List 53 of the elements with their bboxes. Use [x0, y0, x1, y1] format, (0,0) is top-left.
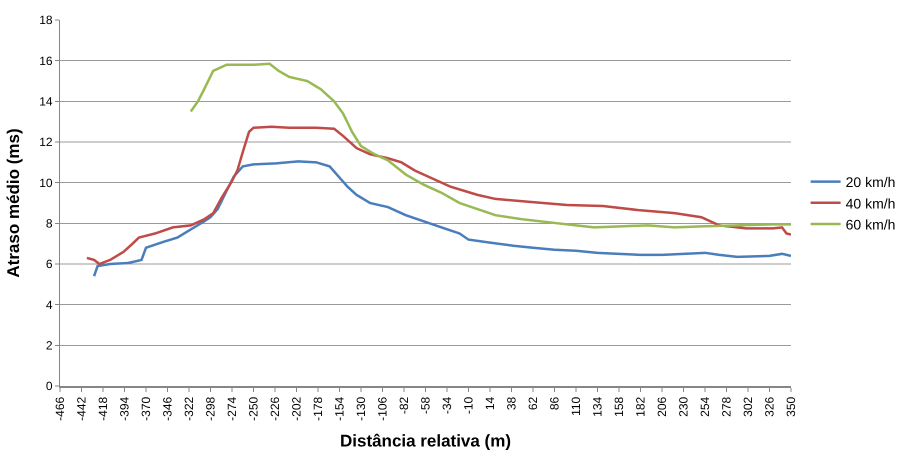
y-tick-label: 16 — [39, 54, 53, 68]
x-tick-label: -418 — [96, 396, 110, 421]
x-tick-label: -10 — [461, 396, 476, 414]
x-tick-label: 110 — [568, 396, 583, 416]
line-series — [92, 160, 791, 278]
legend-label: 40 km/h — [846, 195, 896, 212]
x-tick-label: -202 — [289, 396, 304, 421]
y-tick-label: 10 — [39, 176, 53, 190]
x-tick-label: 206 — [654, 396, 669, 417]
x-tick-label: 62 — [526, 396, 540, 410]
x-tick-label: -370 — [138, 396, 153, 421]
y-tick-label: 6 — [46, 257, 53, 272]
x-tick-label: -106 — [375, 396, 390, 421]
line-series — [190, 62, 791, 229]
x-tick-label: 158 — [612, 396, 626, 417]
x-tick-label: 14 — [482, 396, 497, 410]
x-tick-label: 350 — [784, 396, 798, 417]
x-tick-label: -178 — [310, 396, 325, 421]
x-tick-label: -226 — [268, 396, 282, 421]
x-tick-label: 182 — [633, 396, 648, 417]
y-axis-title: Atraso médio (ms) — [4, 128, 23, 278]
x-tick-label: 326 — [762, 396, 776, 417]
line-series — [86, 126, 791, 266]
x-tick-label: 254 — [698, 396, 712, 417]
x-tick-label: 230 — [676, 396, 690, 417]
x-tick-label: 86 — [547, 396, 562, 410]
y-tick-label: 14 — [39, 94, 53, 109]
y-tick-label: 18 — [39, 13, 53, 28]
x-axis-title: Distância relativa (m) — [340, 432, 512, 451]
x-tick-label: -58 — [418, 396, 432, 414]
x-tick-label: -274 — [224, 396, 239, 421]
x-tick-label: 134 — [590, 396, 604, 417]
legend-label: 60 km/h — [846, 216, 896, 232]
y-tick-label: 2 — [46, 338, 53, 353]
x-tick-label: -466 — [52, 396, 67, 421]
x-tick-label: -154 — [332, 396, 346, 421]
y-tick-label: 8 — [46, 216, 53, 231]
x-tick-label: 302 — [740, 396, 755, 417]
x-tick-label: -82 — [396, 396, 411, 414]
x-tick-label: -346 — [160, 396, 174, 421]
y-tick-label: 12 — [39, 135, 53, 150]
legend-label: 20 km/h — [846, 174, 896, 190]
x-tick-label: -34 — [440, 396, 454, 414]
x-tick-label: -394 — [117, 396, 132, 421]
x-tick-label: -298 — [203, 396, 218, 421]
y-tick-label: 0 — [46, 379, 53, 394]
x-tick-label: -250 — [246, 396, 260, 421]
x-tick-label: -322 — [182, 396, 196, 421]
x-tick-label: -442 — [74, 396, 88, 421]
x-tick-label: 38 — [504, 396, 518, 410]
y-tick-label: 4 — [46, 298, 53, 312]
x-tick-label: 278 — [719, 396, 734, 417]
x-tick-label: -130 — [354, 396, 368, 421]
